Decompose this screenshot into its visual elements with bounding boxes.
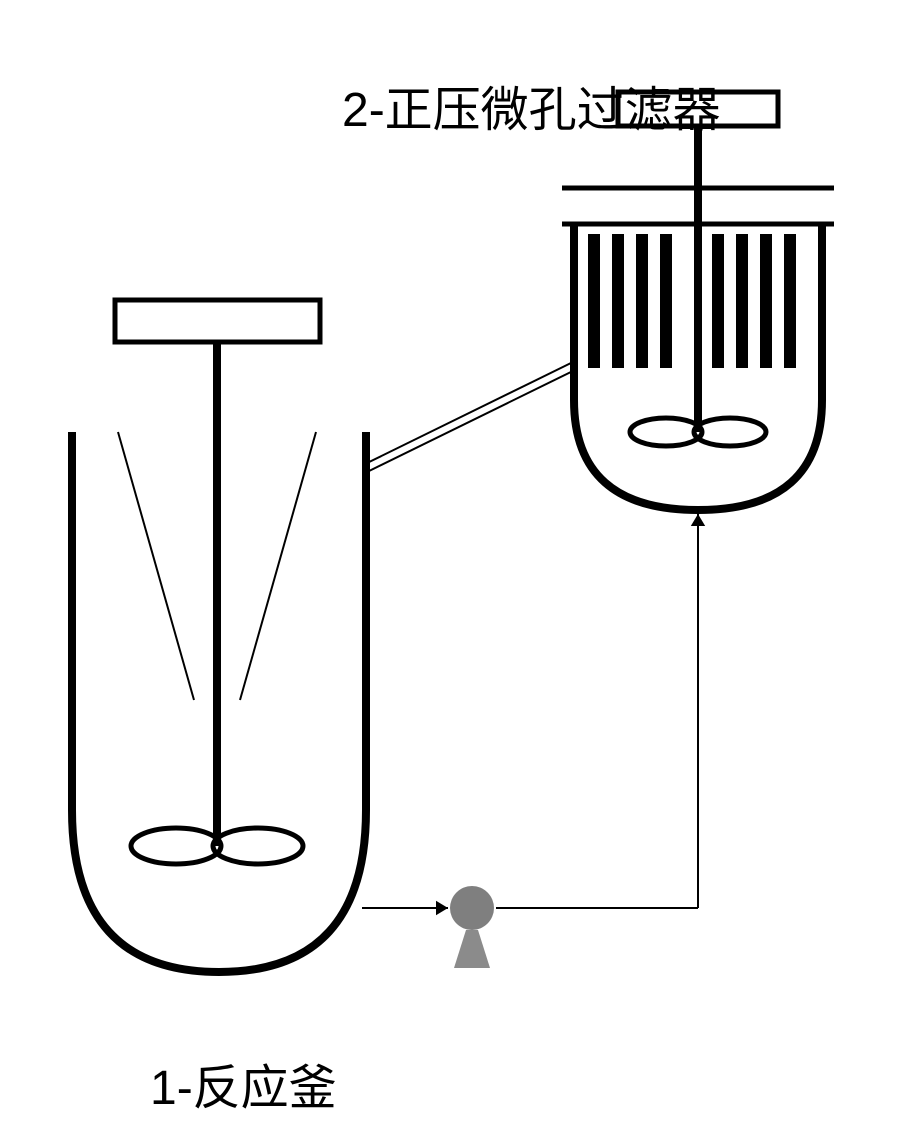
- pump-icon: [450, 886, 494, 930]
- return-pipe-a: [368, 370, 576, 472]
- return-pipe-b: [364, 362, 572, 464]
- reactor-inner-right: [240, 432, 316, 700]
- reactor-impeller-right: [213, 828, 303, 864]
- filter-impeller-left: [630, 418, 702, 446]
- reactor-motor: [115, 300, 320, 342]
- arrowhead-into-pump: [436, 901, 448, 915]
- arrowhead-into-filter: [691, 514, 705, 526]
- filter-impeller-right: [694, 418, 766, 446]
- reactor-inner-left: [118, 432, 194, 700]
- label-filter: 2-正压微孔过滤器: [342, 70, 721, 140]
- pump-base: [454, 930, 490, 968]
- reactor-impeller-left: [131, 828, 221, 864]
- label-reactor: 1-反应釜: [150, 1048, 337, 1118]
- diagram-canvas: [0, 0, 912, 1122]
